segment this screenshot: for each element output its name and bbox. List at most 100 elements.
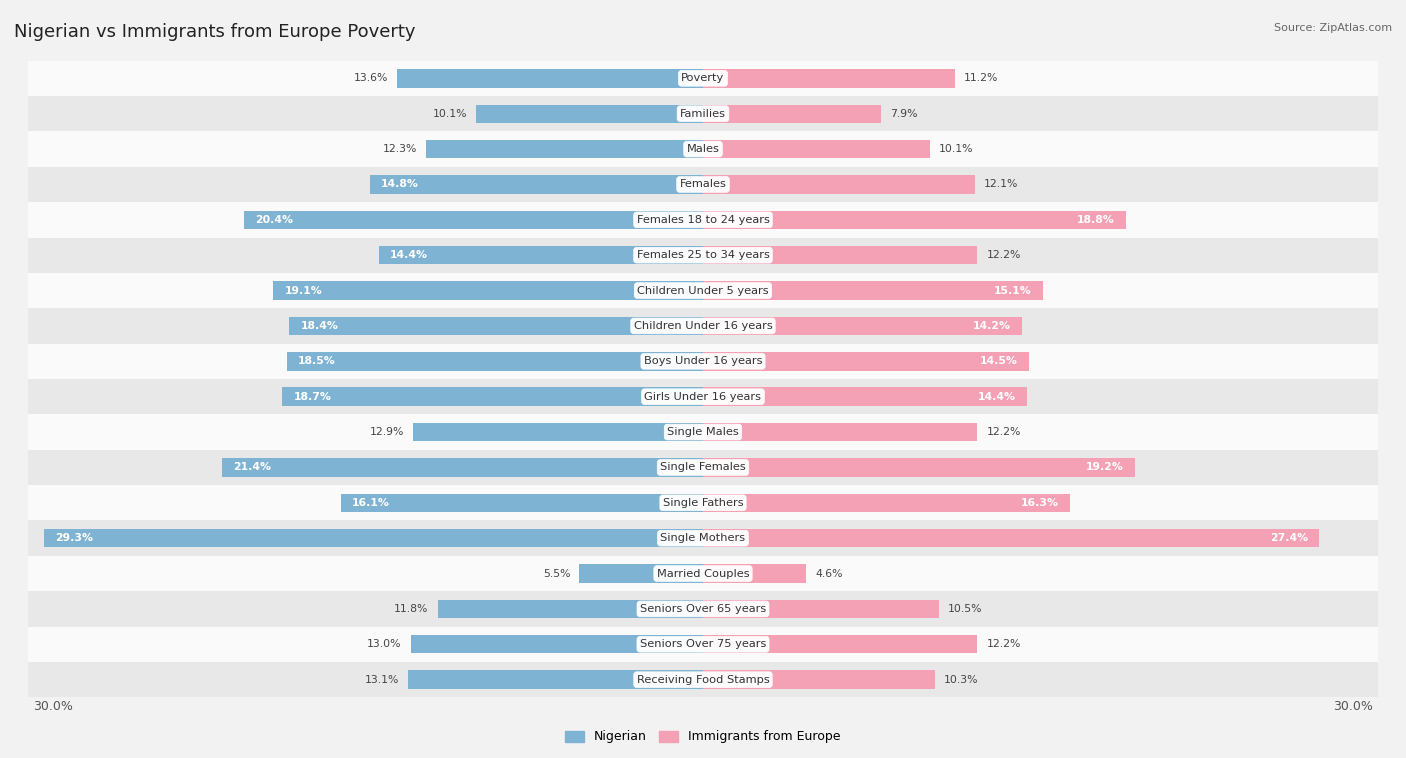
Text: 27.4%: 27.4% [1270,533,1308,543]
Bar [703,387,1026,406]
Bar [28,273,1378,309]
Text: Children Under 16 years: Children Under 16 years [634,321,772,331]
Bar [579,565,703,583]
Text: Receiving Food Stamps: Receiving Food Stamps [637,675,769,684]
Text: Nigerian vs Immigrants from Europe Poverty: Nigerian vs Immigrants from Europe Pover… [14,23,416,41]
Text: Children Under 5 years: Children Under 5 years [637,286,769,296]
Text: 19.2%: 19.2% [1085,462,1123,472]
Text: 10.1%: 10.1% [939,144,974,154]
Bar [28,415,1378,449]
Bar [28,202,1378,237]
Bar [396,69,703,87]
Text: Single Males: Single Males [666,427,740,437]
Bar [245,211,703,229]
Text: 7.9%: 7.9% [890,108,917,119]
Text: 13.1%: 13.1% [366,675,399,684]
Text: 14.4%: 14.4% [391,250,429,260]
Text: 18.8%: 18.8% [1077,215,1115,225]
Text: 16.3%: 16.3% [1021,498,1059,508]
Bar [426,140,703,158]
Bar [703,493,1070,512]
Bar [287,352,703,371]
Bar [703,459,1135,477]
Text: 19.1%: 19.1% [284,286,322,296]
Bar [703,635,977,653]
Bar [222,459,703,477]
Bar [413,423,703,441]
Bar [703,671,935,689]
Text: 12.3%: 12.3% [382,144,418,154]
Bar [28,485,1378,521]
Bar [28,379,1378,415]
Bar [703,105,880,123]
Text: 18.7%: 18.7% [294,392,332,402]
Text: Seniors Over 75 years: Seniors Over 75 years [640,639,766,650]
Text: 13.6%: 13.6% [354,74,388,83]
Text: 12.1%: 12.1% [984,180,1018,190]
Text: Single Mothers: Single Mothers [661,533,745,543]
Text: Males: Males [686,144,720,154]
Text: 12.2%: 12.2% [987,250,1021,260]
Text: Single Fathers: Single Fathers [662,498,744,508]
Bar [475,105,703,123]
Bar [703,246,977,265]
Text: 12.9%: 12.9% [370,427,404,437]
Text: 11.2%: 11.2% [965,74,998,83]
Bar [437,600,703,618]
Text: 10.3%: 10.3% [943,675,979,684]
Bar [411,635,703,653]
Text: 12.2%: 12.2% [987,427,1021,437]
Legend: Nigerian, Immigrants from Europe: Nigerian, Immigrants from Europe [561,725,845,748]
Bar [28,521,1378,556]
Bar [290,317,703,335]
Bar [340,493,703,512]
Bar [28,662,1378,697]
Bar [703,600,939,618]
Bar [273,281,703,299]
Text: Females 18 to 24 years: Females 18 to 24 years [637,215,769,225]
Text: 15.1%: 15.1% [994,286,1032,296]
Bar [28,556,1378,591]
Text: 18.5%: 18.5% [298,356,336,366]
Text: 21.4%: 21.4% [233,462,271,472]
Bar [28,343,1378,379]
Bar [44,529,703,547]
Text: 20.4%: 20.4% [256,215,294,225]
Bar [28,309,1378,343]
Text: Females: Females [679,180,727,190]
Text: 14.5%: 14.5% [980,356,1018,366]
Bar [370,175,703,193]
Bar [703,352,1029,371]
Bar [380,246,703,265]
Text: 4.6%: 4.6% [815,568,844,578]
Text: 10.5%: 10.5% [948,604,983,614]
Bar [28,627,1378,662]
Bar [703,69,955,87]
Bar [703,175,976,193]
Text: Source: ZipAtlas.com: Source: ZipAtlas.com [1274,23,1392,33]
Bar [28,237,1378,273]
Bar [28,61,1378,96]
Text: 5.5%: 5.5% [543,568,571,578]
Text: 29.3%: 29.3% [55,533,93,543]
Text: Seniors Over 65 years: Seniors Over 65 years [640,604,766,614]
Text: 13.0%: 13.0% [367,639,402,650]
Bar [703,423,977,441]
Text: 10.1%: 10.1% [432,108,467,119]
Text: 14.4%: 14.4% [977,392,1015,402]
Bar [28,96,1378,131]
Bar [703,529,1319,547]
Bar [703,317,1022,335]
Bar [703,140,931,158]
Bar [28,167,1378,202]
Text: Single Females: Single Females [661,462,745,472]
Bar [283,387,703,406]
Bar [28,591,1378,627]
Text: 12.2%: 12.2% [987,639,1021,650]
Text: 30.0%: 30.0% [32,700,73,713]
Bar [703,211,1126,229]
Text: Families: Families [681,108,725,119]
Text: Married Couples: Married Couples [657,568,749,578]
Bar [28,449,1378,485]
Text: 18.4%: 18.4% [301,321,339,331]
